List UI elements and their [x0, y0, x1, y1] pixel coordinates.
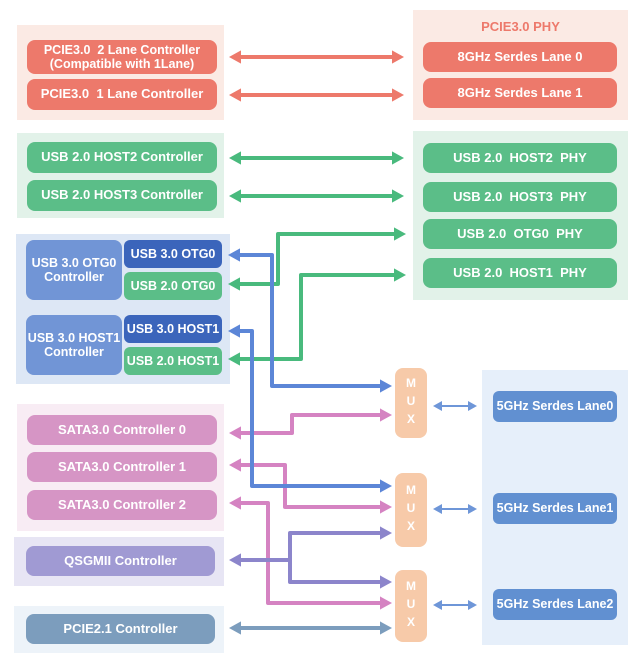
connector-pcie3-2lane--8ghz-lane0 [229, 50, 404, 64]
qsgmii-controller-label: QSGMII Controller [64, 552, 177, 568]
usb2-host3-phy-label: USB 2.0 HOST3 PHY [453, 188, 587, 204]
usb2-host2-controller-label: USB 2.0 HOST2 Controller [41, 149, 203, 165]
qsgmii-controller-box: QSGMII Controller [26, 546, 215, 576]
connector-qsgmii--mux2 [288, 558, 392, 589]
serdes-5ghz-lane0-box: 5GHz Serdes Lane0 [493, 391, 617, 422]
mux2-label: MUX [404, 579, 418, 633]
usb3-otg0-controller-box: USB 3.0 OTG0 Controller [26, 240, 122, 300]
usb2-host3-controller-label: USB 2.0 HOST3 Controller [41, 187, 203, 203]
usb3-otg0-controller-line1: USB 3.0 OTG0 [31, 255, 117, 270]
connector-mux0--serdes-lane0 [433, 401, 477, 411]
sata-controller2-box: SATA3.0 Controller 2 [27, 490, 217, 520]
usb3-host1-controller-box: USB 3.0 HOST1 Controller [26, 315, 122, 375]
sata-controller1-box: SATA3.0 Controller 1 [27, 452, 217, 482]
usb2-otg0-phy-box: USB 2.0 OTG0 PHY [423, 219, 617, 249]
sata-controller1-label: SATA3.0 Controller 1 [57, 458, 187, 474]
serdes-8ghz-lane0-box: 8GHz Serdes Lane 0 [423, 42, 617, 72]
connector-mux1--serdes-lane1 [433, 504, 477, 514]
pcie21-controller-label: PCIE2.1 Controller [63, 620, 178, 636]
serdes-5ghz-lane2-label: 5GHz Serdes Lane2 [496, 597, 614, 612]
mux1-label: MUX [404, 483, 418, 537]
group-serdes-5ghz: 5GHz Serdes Lane0 5GHz Serdes Lane1 5GHz… [482, 370, 628, 645]
usb2-host1-phy-label: USB 2.0 HOST1 PHY [453, 264, 587, 280]
group-usb3: USB 3.0 OTG0 Controller USB 3.0 OTG0 USB… [16, 234, 230, 384]
mux2-block: MUX [395, 570, 427, 642]
serdes-8ghz-lane0-label: 8GHz Serdes Lane 0 [457, 48, 583, 64]
connector-usb3-host1--mux1 [228, 324, 392, 493]
usb2-host2-phy-label: USB 2.0 HOST2 PHY [453, 149, 587, 165]
connector-usb3-otg0--mux0 [228, 248, 392, 393]
usb3-otg0-port-label: USB 3.0 OTG0 [130, 246, 216, 261]
sata-controller0-label: SATA3.0 Controller 0 [57, 421, 187, 437]
usb2-host1-port-label: USB 2.0 HOST1 [126, 353, 220, 368]
group-pcie3-phy: PCIE3.0 PHY 8GHz Serdes Lane 0 8GHz Serd… [413, 10, 628, 120]
usb3-host1-controller-line2: Controller [44, 345, 104, 359]
pcie3-2lane-label-line2: (Compatible with 1Lane) [49, 57, 195, 71]
serdes-5ghz-lane1-label: 5GHz Serdes Lane1 [496, 501, 614, 516]
serdes-5ghz-lane2-box: 5GHz Serdes Lane2 [493, 589, 617, 620]
usb3-host1-controller-line1: USB 3.0 HOST1 [27, 330, 121, 345]
group-pcie21: PCIE2.1 Controller [14, 606, 224, 653]
connector-pcie21--mux2 [229, 621, 392, 635]
group-usb2-controllers: USB 2.0 HOST2 Controller USB 2.0 HOST3 C… [17, 133, 224, 218]
usb2-otg0-phy-label: USB 2.0 OTG0 PHY [457, 225, 583, 241]
pcie3-1lane-label: PCIE3.0 1 Lane Controller [40, 86, 204, 102]
usb2-host1-port-box: USB 2.0 HOST1 [124, 347, 222, 375]
usb2-host1-phy-box: USB 2.0 HOST1 PHY [423, 258, 617, 288]
usb2-otg0-port-label: USB 2.0 OTG0 [130, 278, 216, 293]
usb3-otg0-port-box: USB 3.0 OTG0 [124, 240, 222, 268]
connector-sata0--mux0 [229, 408, 392, 440]
group-qsgmii: QSGMII Controller [14, 537, 224, 586]
connector-sata2--mux2 [229, 496, 392, 610]
connector-pcie3-1lane--8ghz-lane1 [229, 88, 404, 102]
serdes-8ghz-lane1-label: 8GHz Serdes Lane 1 [457, 84, 583, 100]
usb2-otg0-port-box: USB 2.0 OTG0 [124, 272, 222, 300]
usb3-otg0-controller-line2: Controller [44, 270, 104, 284]
connector-usb2-host2--phy [229, 151, 404, 165]
pcie3-2lane-controller-box: PCIE3.0 2 Lane Controller (Compatible wi… [27, 40, 217, 74]
serdes-8ghz-lane1-box: 8GHz Serdes Lane 1 [423, 78, 617, 108]
connector-usb2-otg0--phy [228, 227, 406, 291]
connector-mux2--serdes-lane2 [433, 600, 477, 610]
usb2-host2-phy-box: USB 2.0 HOST2 PHY [423, 143, 617, 173]
mux0-label: MUX [404, 376, 418, 430]
connector-sata1--mux1 [229, 458, 392, 514]
usb3-host1-port-label: USB 3.0 HOST1 [126, 321, 220, 336]
serdes-5ghz-lane0-label: 5GHz Serdes Lane0 [496, 399, 614, 414]
usb3-host1-port-box: USB 3.0 HOST1 [124, 315, 222, 343]
usb2-host3-phy-box: USB 2.0 HOST3 PHY [423, 182, 617, 212]
group-pcie3-controllers: PCIE3.0 2 Lane Controller (Compatible wi… [17, 25, 224, 120]
mux1-block: MUX [395, 473, 427, 547]
sata-controller2-label: SATA3.0 Controller 2 [57, 496, 187, 512]
usb2-host2-controller-box: USB 2.0 HOST2 Controller [27, 142, 217, 173]
group-usb2-phys: USB 2.0 HOST2 PHY USB 2.0 HOST3 PHY USB … [413, 131, 628, 300]
pcie3-1lane-controller-box: PCIE3.0 1 Lane Controller [27, 79, 217, 110]
connector-qsgmii--mux1 [229, 526, 392, 567]
sata-controller0-box: SATA3.0 Controller 0 [27, 415, 217, 445]
pcie3-2lane-label-line1: PCIE3.0 2 Lane Controller [43, 42, 201, 57]
group-sata: SATA3.0 Controller 0 SATA3.0 Controller … [17, 404, 224, 531]
serdes-5ghz-lane1-box: 5GHz Serdes Lane1 [493, 493, 617, 524]
pcie3-phy-title: PCIE3.0 PHY [481, 19, 560, 34]
pcie21-controller-box: PCIE2.1 Controller [26, 614, 215, 644]
mux0-block: MUX [395, 368, 427, 438]
connector-usb2-host1--phy [228, 268, 406, 366]
usb2-host3-controller-box: USB 2.0 HOST3 Controller [27, 180, 217, 211]
connector-usb2-host3--phy [229, 189, 404, 203]
